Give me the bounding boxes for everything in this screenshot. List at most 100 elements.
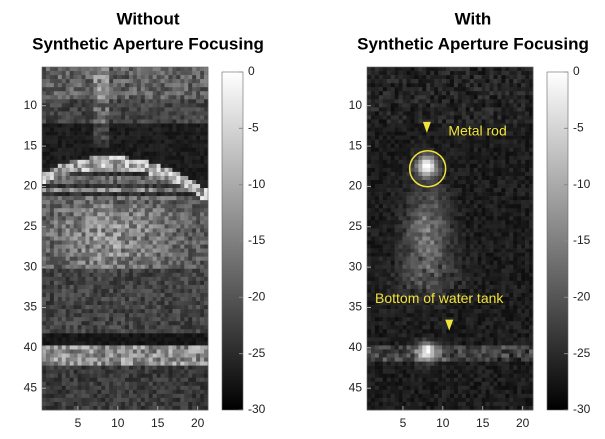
image-pixel [101, 325, 105, 329]
image-pixel [192, 333, 196, 337]
image-pixel [517, 176, 521, 180]
image-pixel [89, 341, 93, 345]
image-pixel [109, 107, 113, 111]
image-pixel [422, 95, 426, 99]
image-pixel [93, 362, 97, 366]
image-pixel [422, 107, 426, 111]
image-pixel [137, 224, 141, 228]
image-pixel [149, 374, 153, 378]
image-pixel [101, 301, 105, 305]
image-pixel [204, 140, 208, 144]
image-pixel [125, 172, 129, 176]
image-pixel [42, 321, 46, 325]
image-pixel [50, 249, 54, 253]
image-pixel [399, 67, 403, 71]
image-pixel [117, 228, 121, 232]
image-pixel [184, 249, 188, 253]
image-pixel [93, 265, 97, 269]
image-pixel [66, 370, 70, 374]
image-pixel [165, 132, 169, 136]
image-pixel [70, 107, 74, 111]
image-pixel [109, 317, 113, 321]
image-pixel [446, 115, 450, 119]
image-pixel [458, 192, 462, 196]
image-pixel [58, 111, 62, 115]
image-pixel [141, 212, 145, 216]
image-pixel [113, 216, 117, 220]
image-pixel [446, 103, 450, 107]
image-pixel [172, 136, 176, 140]
image-pixel [113, 128, 117, 132]
image-pixel [184, 144, 188, 148]
image-pixel [418, 119, 422, 123]
image-pixel [410, 67, 414, 71]
image-pixel [407, 71, 411, 75]
image-pixel [78, 224, 82, 228]
image-pixel [462, 160, 466, 164]
image-pixel [168, 386, 172, 390]
image-pixel [46, 398, 50, 402]
image-pixel [50, 216, 54, 220]
image-pixel [101, 317, 105, 321]
image-pixel [42, 402, 46, 406]
image-pixel [161, 390, 165, 394]
image-pixel [105, 148, 109, 152]
image-pixel [196, 172, 200, 176]
image-pixel [501, 188, 505, 192]
image-pixel [97, 232, 101, 236]
image-pixel [117, 83, 121, 87]
image-pixel [58, 398, 62, 402]
image-pixel [121, 172, 125, 176]
image-pixel [121, 91, 125, 95]
image-pixel [383, 176, 387, 180]
image-pixel [172, 281, 176, 285]
image-pixel [399, 91, 403, 95]
image-pixel [85, 148, 89, 152]
image-pixel [430, 168, 434, 172]
image-pixel [517, 71, 521, 75]
image-pixel [153, 192, 157, 196]
image-pixel [188, 111, 192, 115]
image-pixel [395, 95, 399, 99]
image-pixel [172, 111, 176, 115]
image-pixel [109, 136, 113, 140]
image-pixel [58, 289, 62, 293]
image-pixel [422, 172, 426, 176]
image-pixel [105, 378, 109, 382]
image-pixel [410, 83, 414, 87]
image-pixel [383, 103, 387, 107]
image-pixel [407, 103, 411, 107]
image-pixel [188, 354, 192, 358]
image-pixel [470, 144, 474, 148]
image-pixel [450, 71, 454, 75]
image-pixel [168, 228, 172, 232]
image-pixel [458, 184, 462, 188]
image-pixel [113, 257, 117, 261]
image-pixel [149, 184, 153, 188]
image-pixel [383, 115, 387, 119]
image-pixel [446, 75, 450, 79]
image-pixel [82, 370, 86, 374]
image-pixel [395, 168, 399, 172]
image-pixel [153, 232, 157, 236]
image-pixel [184, 140, 188, 144]
image-pixel [93, 87, 97, 91]
image-pixel [176, 95, 180, 99]
image-pixel [430, 87, 434, 91]
image-pixel [149, 136, 153, 140]
image-pixel [188, 257, 192, 261]
image-pixel [97, 245, 101, 249]
image-pixel [133, 345, 137, 349]
image-pixel [176, 188, 180, 192]
image-pixel [125, 374, 129, 378]
image-pixel [168, 261, 172, 265]
image-pixel [58, 317, 62, 321]
image-pixel [50, 349, 54, 353]
image-pixel [521, 99, 525, 103]
image-pixel [89, 172, 93, 176]
image-pixel [422, 188, 426, 192]
image-pixel [58, 176, 62, 180]
image-pixel [125, 354, 129, 358]
image-pixel [176, 228, 180, 232]
image-pixel [513, 140, 517, 144]
